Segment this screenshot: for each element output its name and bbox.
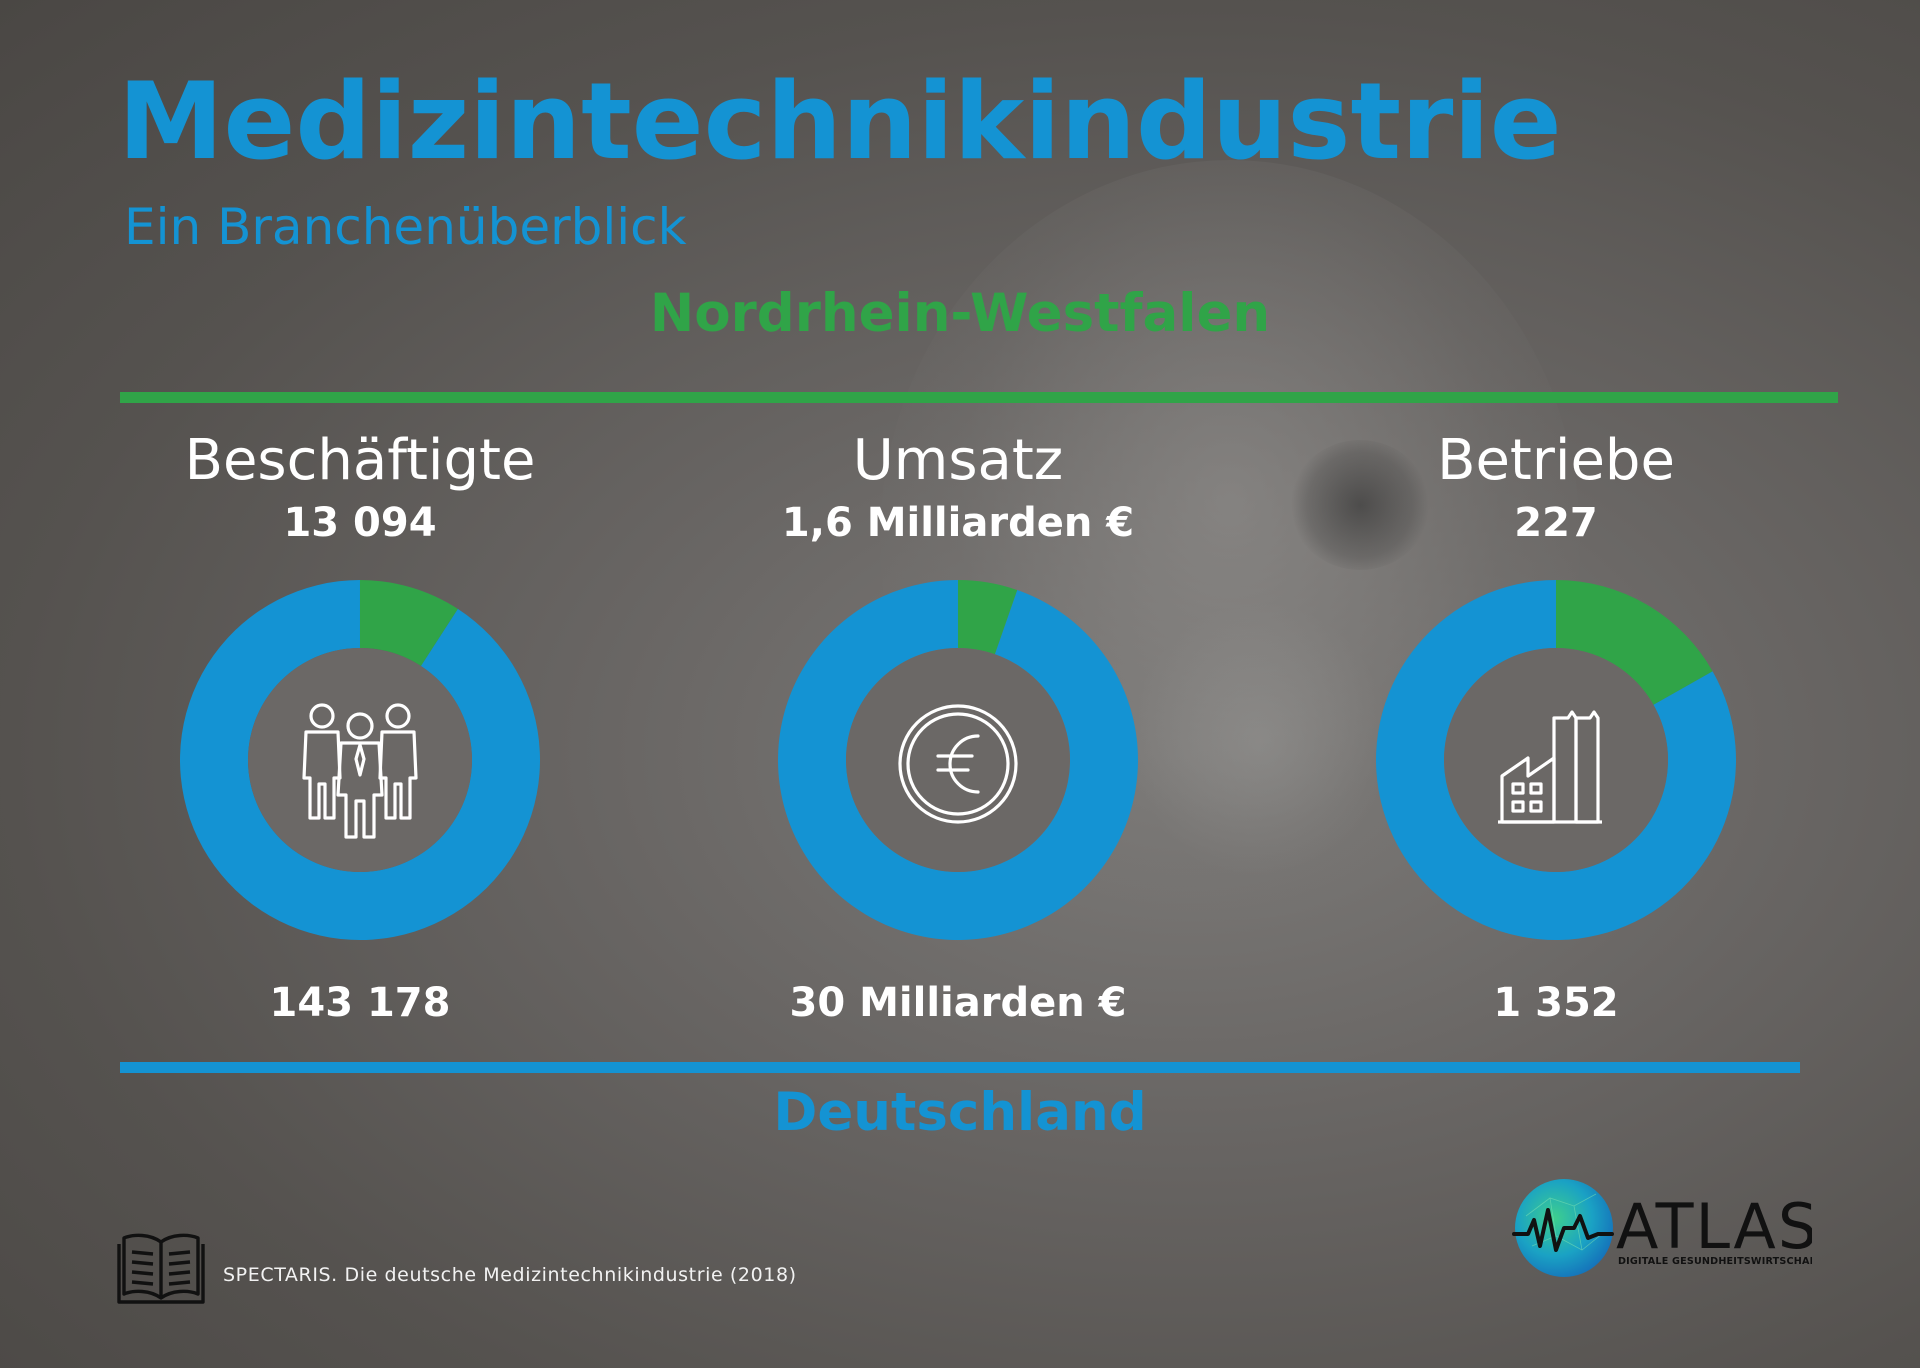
- atlas-globe-icon: [1512, 1179, 1614, 1277]
- donut-slice-region: [958, 580, 1018, 655]
- divider-blue: [120, 1062, 1800, 1073]
- divider-green: [120, 392, 1838, 403]
- donut-slices: [778, 580, 1138, 940]
- source-citation: SPECTARIS. Die deutsche Medizintechnikin…: [223, 1264, 797, 1286]
- donut-slice-rest: [778, 580, 1138, 940]
- atlas-logo: ATLAS DIGITALE GESUNDHEITSWIRTSCHAFT: [1512, 1179, 1812, 1277]
- logo-tagline: DIGITALE GESUNDHEITSWIRTSCHAFT: [1618, 1256, 1812, 1267]
- donut-chart-companies: [1376, 580, 1736, 940]
- donut-chart-revenue: [778, 580, 1138, 940]
- donut-slice-rest: [180, 580, 540, 940]
- donut-chart-employees: [180, 580, 540, 940]
- stat-total-value: 143 178: [269, 980, 451, 1026]
- region-label-bottom: Deutschland: [773, 1082, 1147, 1143]
- donut-slices: [180, 580, 540, 940]
- employees-icon: [302, 703, 418, 839]
- stat-column-employees: Beschäftigte 13 094 143 178: [60, 420, 660, 1040]
- donut-center: [1444, 648, 1668, 872]
- region-label-top: Nordrhein-Westfalen: [649, 283, 1271, 344]
- stat-total-value: 1 352: [1493, 980, 1619, 1026]
- stat-region-value: 13 094: [283, 500, 437, 546]
- stat-column-companies: Betriebe 227 1 352: [1256, 420, 1856, 1040]
- donut-slice-rest: [1376, 580, 1736, 940]
- factory-icon: [1498, 710, 1602, 824]
- book-icon: [117, 1233, 205, 1304]
- donut-slice-region: [1556, 580, 1713, 705]
- stat-region-value: 1,6 Milliarden €: [781, 500, 1135, 546]
- stat-label: Umsatz: [852, 428, 1064, 493]
- donut-center: [846, 648, 1070, 872]
- stat-label: Beschäftigte: [184, 428, 536, 493]
- donut-slices: [1376, 580, 1736, 940]
- stat-column-revenue: Umsatz 1,6 Milliarden € 30 Milliarden €: [658, 420, 1258, 1040]
- stat-label: Betriebe: [1437, 428, 1675, 493]
- stat-region-value: 227: [1514, 500, 1598, 546]
- euro-coin-icon: [898, 704, 1018, 824]
- donut-center: [248, 648, 472, 872]
- logo-name: ATLAS: [1616, 1190, 1812, 1263]
- page-title: Medizintechnikindustrie: [118, 60, 1562, 183]
- donut-slice-region: [360, 580, 458, 666]
- page-subtitle: Ein Branchenüberblick: [124, 198, 687, 256]
- stat-total-value: 30 Milliarden €: [789, 980, 1127, 1026]
